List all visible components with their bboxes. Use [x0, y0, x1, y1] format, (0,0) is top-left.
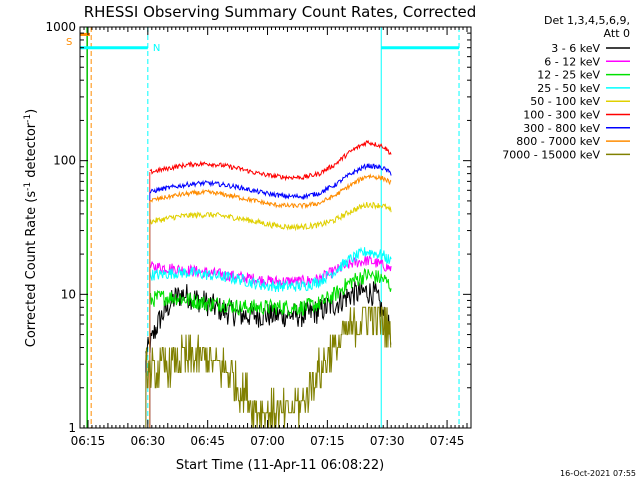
y-axis-label-sup2: -1: [23, 114, 33, 123]
y-axis-label-sup1: -1: [23, 182, 33, 191]
y-axis-label-end: ): [24, 109, 39, 114]
chart-title: RHESSI Observing Summary Count Rates, Co…: [84, 3, 477, 21]
series-7000-15000-kev: [145, 306, 392, 429]
y-tick-label: 1000: [45, 20, 76, 34]
series-line: [149, 267, 392, 317]
saa-marker-label: S: [66, 37, 72, 48]
legend-entry-label: 50 - 100 keV: [530, 95, 600, 108]
y-axis-label-main: Corrected Count Rate (s: [24, 191, 39, 348]
series-800-7000-kev: [149, 173, 392, 428]
series-line: [149, 246, 392, 293]
plot-area: SN: [66, 27, 460, 428]
axes-layer: 1 10 100 1000 06:15 06:30 06:45 07:00 07:15 07:30…: [45, 20, 472, 448]
x-tick-label: 06:30: [131, 434, 166, 448]
legend-entry-label: 300 - 800 keV: [523, 122, 600, 135]
x-axis-label: Start Time (11-Apr-11 06:08:22): [176, 458, 384, 473]
x-tick-label: 07:00: [250, 434, 285, 448]
y-axis-label-mid: detector: [24, 122, 39, 182]
legend-header-line1: Det 1,3,4,5,6,9,: [544, 14, 630, 27]
y-axis-label: Corrected Count Rate (s-1 detector-1): [23, 109, 39, 347]
x-tick-label: 07:45: [430, 434, 465, 448]
legend-entry-label: 7000 - 15000 keV: [502, 148, 600, 161]
series-layer: [145, 139, 392, 429]
series-line: [149, 139, 392, 182]
legend-header-line2: Att 0: [604, 27, 630, 40]
night-marker-label: N: [153, 43, 160, 54]
legend-entry-label: 100 - 300 keV: [523, 109, 600, 122]
y-tick-label: 10: [61, 287, 76, 301]
x-tick-label: 07:15: [310, 434, 345, 448]
series-line: [149, 255, 392, 288]
timestamp-footer: 16-Oct-2021 07:55: [560, 469, 636, 478]
series-line: [149, 163, 392, 201]
y-tick-label: 100: [53, 154, 76, 168]
x-tick-label: 07:30: [370, 434, 405, 448]
plot-frame: [79, 26, 472, 429]
legend-entry-label: 3 - 6 keV: [551, 42, 600, 55]
series-line: [149, 201, 392, 232]
series-line: [149, 173, 392, 210]
legend-entry-label: 800 - 7000 keV: [516, 135, 600, 148]
legend-entry-label: 6 - 12 keV: [544, 55, 600, 68]
x-tick-label: 06:15: [71, 434, 106, 448]
legend-entry-label: 12 - 25 keV: [537, 69, 600, 82]
series-line: [145, 306, 392, 429]
x-tick-label: 06:45: [190, 434, 225, 448]
y-tick-label: 1: [68, 421, 76, 435]
legend-entry-label: 25 - 50 keV: [537, 82, 600, 95]
